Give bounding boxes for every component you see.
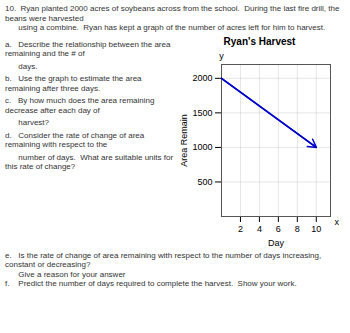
html-text:using a combine. Ryan has kept: using a combine. Ryan has kept a graph o… — [5, 23, 326, 32]
html-text:b. Use the graph to estimate t: b. Use the graph to estimate the area re… — [5, 74, 144, 93]
svg-text:500: 500 — [197, 176, 212, 186]
svg-text:2000: 2000 — [192, 73, 212, 83]
svg-text:2: 2 — [238, 223, 243, 233]
svg-text:Area Remain: Area Remain — [179, 114, 189, 167]
svg-text:4: 4 — [257, 223, 262, 233]
html-text:harvest?: harvest? — [5, 118, 49, 127]
html-text:Give a reason for your answer: Give a reason for your answer — [5, 269, 126, 279]
svg-text:8: 8 — [295, 223, 300, 233]
svg-text:6: 6 — [276, 223, 281, 233]
svg-text:Day: Day — [268, 237, 285, 247]
html-text:d. Consider the rate of change: d. Consider the rate of change of area r… — [5, 130, 147, 149]
svg-text:y: y — [219, 51, 224, 61]
svg-text:x: x — [335, 217, 340, 227]
html-text:c. By how much does the area r: c. By how much does the area remaining d… — [5, 96, 157, 115]
html-text:a. Describe the relationship b: a. Describe the relationship between the… — [5, 39, 173, 58]
svg-text:10: 10 — [311, 223, 321, 233]
html-text:days.: days. — [5, 61, 38, 71]
html-text:10. Ryan planted 2000 acres of: 10. Ryan planted 2000 acres of soybeans … — [5, 4, 342, 23]
svg-text:1000: 1000 — [192, 142, 212, 152]
svg-text:1500: 1500 — [192, 107, 212, 117]
html-text:Ryan's Harvest: Ryan's Harvest — [223, 35, 296, 47]
html-text:e. Is the rate of change of ar: e. Is the rate of change of area remaini… — [5, 250, 324, 269]
html-text:f. Predict the number of days: f. Predict the number of days required t… — [5, 279, 297, 288]
html-text:number of days. What are suita: number of days. What are suitable units … — [5, 152, 176, 171]
